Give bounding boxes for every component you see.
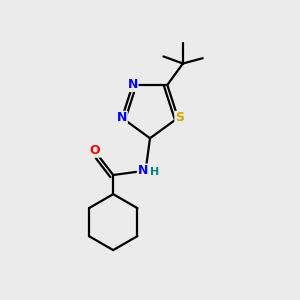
- Text: N: N: [117, 111, 127, 124]
- Text: N: N: [137, 164, 148, 177]
- Text: S: S: [175, 111, 184, 124]
- Text: H: H: [150, 167, 160, 177]
- Text: O: O: [90, 144, 100, 157]
- Text: N: N: [128, 79, 138, 92]
